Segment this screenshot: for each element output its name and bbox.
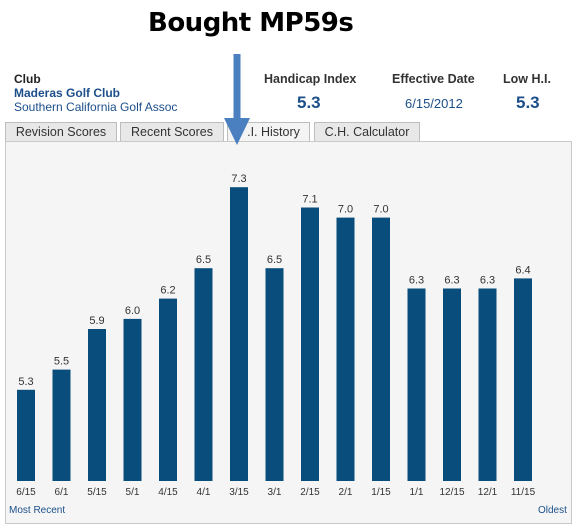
bar-7 bbox=[265, 268, 284, 481]
bar-0 bbox=[17, 389, 35, 481]
tab-revision-scores[interactable]: Revision Scores bbox=[5, 122, 117, 142]
value-label-9: 7.0 bbox=[338, 204, 353, 216]
category-label-13: 12/1 bbox=[478, 487, 498, 498]
category-label-0: 6/15 bbox=[16, 487, 36, 498]
bar-5 bbox=[194, 268, 213, 481]
category-label-8: 2/15 bbox=[300, 487, 320, 498]
value-label-13: 6.3 bbox=[480, 275, 495, 287]
bar-2 bbox=[88, 329, 106, 481]
effective-date-value: 6/15/2012 bbox=[405, 96, 463, 111]
low-hi-label: Low H.I. bbox=[503, 72, 551, 86]
annotation-title: Bought MP59s bbox=[148, 8, 354, 38]
bar-14 bbox=[514, 278, 532, 481]
value-label-4: 6.2 bbox=[160, 285, 175, 297]
handicap-index-value: 5.3 bbox=[297, 93, 321, 112]
tab-recent-scores[interactable]: Recent Scores bbox=[120, 122, 224, 142]
bar-10 bbox=[372, 217, 390, 481]
bar-8 bbox=[301, 207, 319, 481]
club-label: Club bbox=[14, 72, 41, 86]
club-info: Club Maderas Golf Club Southern Californ… bbox=[14, 72, 177, 114]
bar-11 bbox=[407, 288, 426, 481]
oldest-label: Oldest bbox=[538, 505, 567, 516]
category-label-10: 1/15 bbox=[371, 487, 391, 498]
bar-1 bbox=[52, 369, 71, 481]
category-label-6: 3/15 bbox=[229, 487, 249, 498]
category-label-4: 4/15 bbox=[158, 487, 178, 498]
handicap-index-label: Handicap Index bbox=[264, 72, 357, 86]
most-recent-label: Most Recent bbox=[9, 505, 66, 516]
value-label-3: 6.0 bbox=[125, 305, 140, 317]
effective-date-label: Effective Date bbox=[392, 72, 475, 86]
category-label-2: 5/15 bbox=[87, 487, 107, 498]
club-name[interactable]: Maderas Golf Club bbox=[14, 86, 121, 100]
category-label-7: 3/1 bbox=[268, 487, 282, 498]
category-label-3: 5/1 bbox=[126, 487, 140, 498]
value-label-12: 6.3 bbox=[444, 275, 459, 287]
value-label-7: 6.5 bbox=[267, 254, 282, 266]
category-label-14: 11/15 bbox=[511, 487, 536, 498]
value-label-8: 7.1 bbox=[302, 194, 317, 206]
bar-12 bbox=[443, 288, 461, 481]
tab-hi-history[interactable]: .I. History bbox=[227, 122, 310, 143]
value-label-2: 5.9 bbox=[89, 315, 104, 327]
category-label-11: 1/1 bbox=[410, 487, 424, 498]
category-label-5: 4/1 bbox=[197, 487, 211, 498]
value-label-10: 7.0 bbox=[373, 204, 388, 216]
bar-9 bbox=[336, 217, 355, 481]
bar-3 bbox=[123, 318, 142, 481]
category-label-9: 2/1 bbox=[339, 487, 353, 498]
value-label-14: 6.4 bbox=[515, 264, 530, 276]
value-label-5: 6.5 bbox=[196, 254, 211, 266]
club-association[interactable]: Southern California Golf Assoc bbox=[14, 100, 178, 114]
low-hi-value: 5.3 bbox=[516, 93, 540, 112]
value-label-6: 7.3 bbox=[231, 173, 246, 185]
bar-4 bbox=[159, 298, 177, 481]
category-label-12: 12/15 bbox=[439, 487, 464, 498]
bar-6 bbox=[230, 187, 248, 481]
category-label-1: 6/1 bbox=[55, 487, 69, 498]
bar-13 bbox=[478, 288, 497, 481]
value-label-0: 5.3 bbox=[18, 376, 33, 388]
value-label-11: 6.3 bbox=[409, 275, 424, 287]
tab-ch-calculator[interactable]: C.H. Calculator bbox=[314, 122, 420, 142]
value-label-1: 5.5 bbox=[54, 356, 69, 368]
